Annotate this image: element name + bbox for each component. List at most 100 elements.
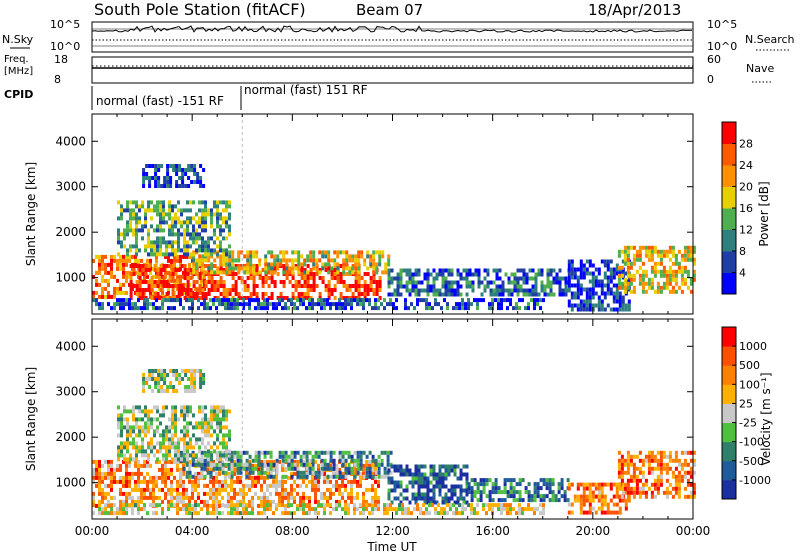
velocity-echo-cell bbox=[263, 454, 267, 459]
power-echo-cell bbox=[192, 216, 195, 221]
velocity-echo-cell bbox=[677, 462, 681, 467]
power-echo-cell bbox=[471, 280, 475, 285]
velocity-echo-cell bbox=[191, 491, 194, 496]
velocity-echo-cell bbox=[134, 487, 137, 492]
power-echo-cell bbox=[267, 276, 271, 280]
power-echo-cell bbox=[603, 283, 607, 288]
velocity-echo-cell bbox=[512, 494, 516, 499]
velocity-echo-cell bbox=[329, 479, 332, 484]
velocity-echo-cell bbox=[612, 502, 616, 507]
velocity-echo-cell bbox=[200, 462, 204, 467]
power-echo-cell bbox=[181, 180, 185, 184]
velocity-echo-cell bbox=[653, 482, 657, 487]
power-echo-cell bbox=[674, 253, 678, 258]
power-echo-cell bbox=[141, 264, 145, 268]
velocity-echo-cell bbox=[567, 510, 571, 515]
velocity-echo-cell bbox=[405, 468, 409, 473]
velocity-echo-cell bbox=[399, 500, 403, 505]
power-echo-cell bbox=[92, 258, 95, 263]
power-echo-cell bbox=[143, 274, 146, 279]
power-echo-cell bbox=[138, 228, 141, 233]
power-echo-cell bbox=[530, 298, 533, 303]
velocity-echo-cell bbox=[668, 466, 672, 471]
velocity-echo-cell bbox=[600, 498, 604, 503]
power-echo-cell bbox=[162, 228, 165, 233]
power-echo-cell bbox=[213, 284, 217, 288]
velocity-echo-cell bbox=[393, 464, 397, 469]
power-echo-cell bbox=[354, 258, 358, 263]
velocity-echo-cell bbox=[647, 466, 651, 471]
power-echo-cell bbox=[324, 268, 328, 272]
velocity-echo-cell bbox=[216, 417, 219, 422]
velocity-echo-cell bbox=[101, 487, 104, 492]
power-echo-cell bbox=[465, 276, 469, 281]
velocity-echo-cell bbox=[287, 499, 290, 504]
power-echo-cell bbox=[228, 266, 232, 271]
velocity-echo-cell bbox=[603, 482, 607, 487]
velocity-echo-cell bbox=[689, 482, 693, 487]
power-echo-cell bbox=[279, 250, 283, 255]
velocity-echo-cell bbox=[126, 409, 129, 414]
velocity-echo-cell bbox=[174, 425, 177, 430]
velocity-echo-cell bbox=[120, 425, 123, 430]
power-echo-cell bbox=[173, 258, 176, 263]
power-echo-cell bbox=[399, 292, 403, 297]
power-echo-cell bbox=[597, 283, 601, 288]
power-echo-cell bbox=[157, 164, 161, 168]
power-echo-cell bbox=[447, 268, 451, 273]
velocity-echo-cell bbox=[356, 483, 359, 488]
power-echo-cell bbox=[258, 258, 262, 263]
power-echo-cell bbox=[267, 284, 271, 288]
power-echo-cell bbox=[510, 288, 514, 293]
power-echo-cell bbox=[450, 288, 454, 293]
power-echo-cell bbox=[312, 288, 316, 292]
velocity-echo-cell bbox=[182, 495, 185, 500]
velocity-echo-cell bbox=[359, 479, 362, 484]
velocity-echo-cell bbox=[116, 463, 119, 468]
velocity-echo-cell bbox=[146, 495, 149, 500]
power-echo-cell bbox=[169, 164, 173, 168]
velocity-echo-cell bbox=[597, 498, 601, 503]
velocity-echo-cell bbox=[119, 487, 122, 492]
velocity-echo-cell bbox=[423, 500, 427, 505]
power-echo-cell bbox=[154, 176, 158, 180]
power-echo-cell bbox=[119, 298, 122, 303]
power-echo-cell bbox=[255, 250, 259, 255]
power-echo-cell bbox=[405, 284, 409, 289]
velocity-echo-cell bbox=[245, 450, 249, 455]
velocity-echo-cell bbox=[347, 495, 350, 500]
velocity-echo-cell bbox=[224, 475, 227, 480]
velocity-echo-cell bbox=[216, 425, 219, 430]
power-echo-cell bbox=[258, 262, 262, 267]
power-echo-cell bbox=[540, 284, 544, 289]
power-echo-cell bbox=[333, 250, 337, 255]
power-echo-cell bbox=[159, 200, 162, 205]
power-echo-cell bbox=[171, 240, 174, 245]
power-echo-cell bbox=[662, 253, 666, 258]
velocity-echo-cell bbox=[497, 507, 500, 512]
power-echo-cell bbox=[461, 306, 464, 311]
power-echo-cell bbox=[372, 266, 376, 271]
colorbar-tick-label: 25 bbox=[739, 397, 753, 410]
velocity-echo-cell bbox=[184, 385, 188, 389]
velocity-echo-cell bbox=[123, 417, 126, 422]
velocity-echo-cell bbox=[210, 425, 213, 430]
power-echo-cell bbox=[324, 254, 328, 259]
velocity-echo-cell bbox=[269, 459, 272, 464]
power-echo-cell bbox=[183, 240, 186, 245]
velocity-echo-cell bbox=[585, 486, 589, 491]
velocity-echo-cell bbox=[506, 490, 510, 495]
power-echo-cell bbox=[219, 262, 223, 267]
velocity-echo-cell bbox=[482, 482, 486, 487]
power-echo-cell bbox=[555, 272, 559, 277]
power-echo-cell bbox=[222, 236, 225, 241]
power-echo-cell bbox=[168, 296, 172, 300]
power-echo-cell bbox=[692, 257, 696, 262]
velocity-echo-cell bbox=[462, 500, 466, 505]
power-echo-cell bbox=[201, 212, 204, 217]
power-echo-cell bbox=[291, 270, 295, 275]
colorbar-tick-label: 24 bbox=[739, 159, 753, 172]
velocity-echo-cell bbox=[465, 492, 469, 497]
power-echo-cell bbox=[186, 240, 189, 245]
velocity-echo-cell bbox=[248, 466, 252, 471]
